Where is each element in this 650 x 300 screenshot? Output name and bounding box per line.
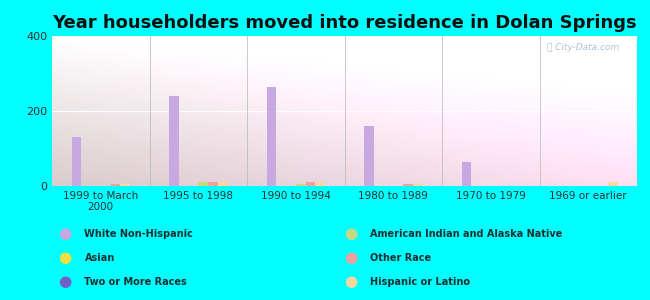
Text: American Indian and Alaska Native: American Indian and Alaska Native [370, 229, 563, 239]
Text: Two or More Races: Two or More Races [84, 277, 187, 287]
Bar [208, 182, 218, 186]
Bar [120, 184, 130, 186]
Bar [111, 184, 120, 186]
Bar [296, 184, 306, 186]
Text: Hispanic or Latino: Hispanic or Latino [370, 277, 471, 287]
Bar [169, 96, 179, 186]
Bar [462, 162, 471, 186]
Bar [72, 137, 81, 186]
Bar [266, 87, 276, 186]
Text: White Non-Hispanic: White Non-Hispanic [84, 229, 194, 239]
Text: ●: ● [58, 250, 72, 266]
Text: Other Race: Other Race [370, 253, 432, 263]
Bar [608, 182, 617, 186]
Text: ●: ● [58, 274, 72, 290]
Title: Year householders moved into residence in Dolan Springs: Year householders moved into residence i… [52, 14, 637, 32]
Bar [198, 182, 208, 186]
Bar [306, 182, 315, 186]
Text: Asian: Asian [84, 253, 115, 263]
Text: Ⓒ City-Data.com: Ⓒ City-Data.com [547, 44, 619, 52]
Bar [218, 182, 227, 186]
Text: ●: ● [344, 250, 358, 266]
Text: ●: ● [344, 226, 358, 242]
Bar [403, 184, 413, 186]
Bar [364, 126, 374, 186]
Text: ●: ● [344, 274, 358, 290]
Bar [315, 182, 325, 186]
Bar [413, 184, 422, 186]
Text: ●: ● [58, 226, 72, 242]
